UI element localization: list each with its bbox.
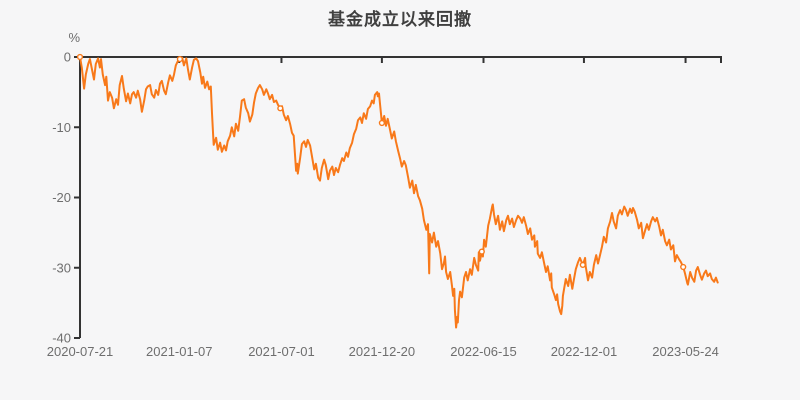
x-tick-label: 2020-07-21: [47, 344, 114, 359]
y-tick-label: -10: [52, 120, 71, 135]
data-point-marker: [680, 263, 687, 271]
data-point-marker: [378, 119, 386, 127]
y-tick-label: -30: [52, 260, 71, 275]
y-tick-label: -20: [52, 190, 71, 205]
drawdown-series-line: [79, 56, 719, 329]
x-tick-label: 2021-07-01: [248, 344, 315, 359]
data-point-marker: [76, 53, 84, 61]
y-tick-label: -40: [52, 331, 71, 346]
x-tick-label: 2021-01-07: [146, 344, 213, 359]
x-tick-label: 2022-12-01: [551, 344, 618, 359]
data-point-marker: [478, 248, 485, 255]
x-tick-label: 2023-05-24: [652, 344, 719, 359]
data-point-marker: [277, 105, 284, 112]
x-tick-label: 2022-06-15: [450, 344, 517, 359]
data-point-marker: [579, 261, 586, 269]
y-tick-label: 0: [64, 50, 71, 65]
x-tick-label: 2021-12-20: [349, 344, 416, 359]
y-axis-unit-label: %: [68, 30, 80, 45]
data-point-marker: [176, 55, 184, 63]
chart-title: 基金成立以来回撤: [328, 10, 472, 29]
